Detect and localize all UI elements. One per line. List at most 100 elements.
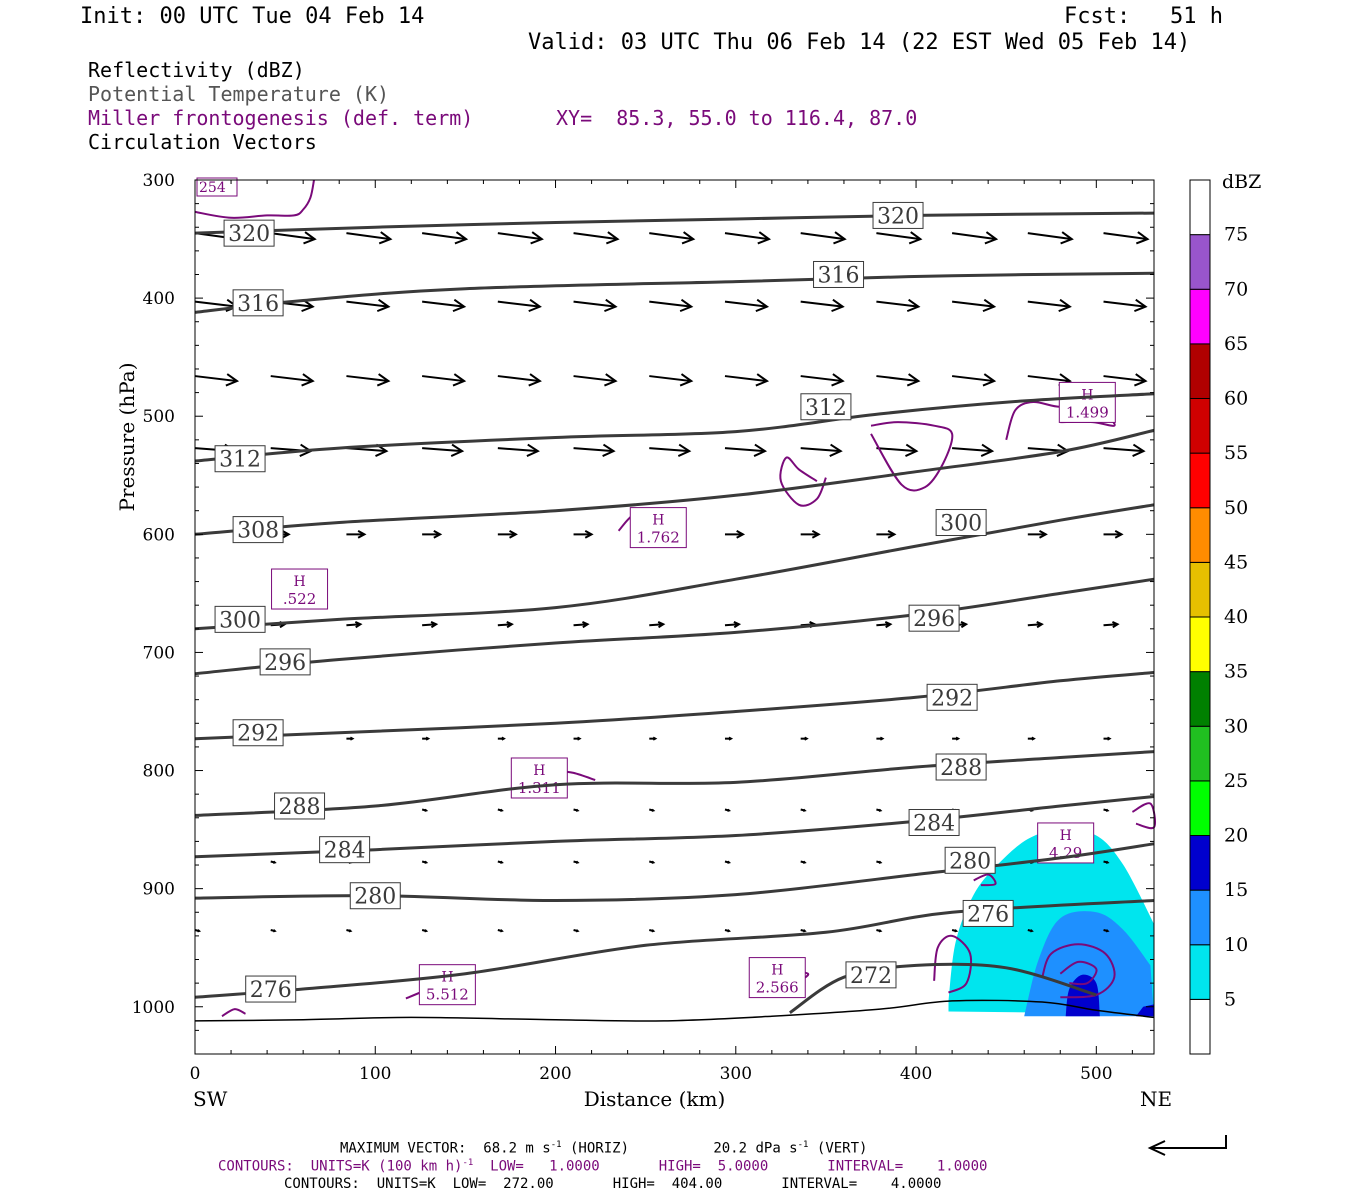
vector-head — [378, 231, 393, 245]
vector-arrow — [346, 298, 391, 313]
label-box — [935, 753, 987, 781]
vector-arrow — [346, 736, 355, 741]
vector-shaft — [270, 232, 315, 241]
vector-head — [878, 860, 883, 864]
vector-head — [727, 808, 731, 812]
vector-head — [736, 529, 746, 539]
y-tick-label: 300 — [143, 171, 175, 191]
label-box — [872, 201, 924, 229]
theta-label-text: 276 — [250, 978, 292, 1003]
max-vector-label: MAXIMUM VECTOR: 68.2 m s-1 (HORIZ) 20.2 … — [340, 1140, 868, 1157]
vector-arrow — [876, 231, 923, 245]
frontogenesis-max-label: H2.566 — [748, 957, 806, 999]
vector-arrow — [951, 929, 959, 933]
theta-label-text: 320 — [877, 204, 919, 229]
theta-label: 320 — [872, 201, 924, 229]
vector-arrow — [270, 860, 277, 864]
vector-arrow — [724, 860, 731, 864]
vector-head — [833, 231, 847, 245]
vector-shaft — [1103, 375, 1146, 383]
vector-head — [424, 808, 429, 812]
theta-label: 316 — [813, 260, 865, 288]
vector-arrow — [573, 860, 580, 864]
vector-head — [1036, 621, 1044, 629]
vector-arrow — [876, 808, 883, 812]
vector-arrow — [497, 529, 518, 539]
vector-head — [906, 373, 921, 387]
vector-head — [879, 736, 885, 741]
vector-arrow — [497, 298, 542, 313]
vector-head — [1039, 529, 1048, 539]
max-letter: H — [1081, 387, 1093, 403]
label-box — [1058, 381, 1116, 423]
vector-head — [1106, 736, 1112, 741]
legend-reflectivity: Reflectivity (dBZ) — [88, 58, 305, 82]
circulation-vectors — [194, 231, 1150, 933]
theta-label-text: 280 — [949, 849, 991, 874]
colorbar-segment — [1189, 179, 1211, 236]
colorbar-level-label: 10 — [1224, 934, 1248, 956]
vector-arrow — [724, 529, 746, 539]
label-box — [271, 568, 329, 610]
vector-head — [425, 736, 431, 741]
vector-head — [602, 443, 616, 457]
label-box — [349, 882, 401, 910]
vector-shaft — [876, 447, 917, 453]
vector-shaft — [724, 623, 740, 627]
vector-head — [272, 860, 277, 864]
vector-head — [526, 443, 540, 457]
vector-head — [955, 736, 961, 741]
vector-shaft — [951, 375, 995, 383]
theta-label: 296 — [259, 648, 311, 676]
x-tick-label: 300 — [720, 1064, 752, 1084]
theta-label-text: 316 — [237, 292, 279, 317]
vector-shaft — [1103, 447, 1144, 453]
vector-head — [499, 808, 504, 812]
vector-head — [804, 736, 809, 741]
theta-label-text: 284 — [324, 839, 366, 864]
vector-head — [727, 860, 731, 864]
vector-head — [884, 621, 893, 629]
vector-shaft — [1027, 375, 1070, 383]
vector-arrow — [649, 373, 694, 387]
theta-label-text: 300 — [940, 512, 982, 537]
theta-label-text: 276 — [967, 902, 1009, 927]
vector-shaft — [194, 375, 238, 383]
vector-arrow — [800, 443, 843, 457]
theta-label: 280 — [944, 846, 996, 874]
vector-arrow — [346, 231, 393, 245]
vector-head — [605, 231, 620, 245]
theta-label-text: 284 — [913, 812, 955, 837]
plot-frame — [194, 179, 1155, 1055]
theta-label-text: 292 — [237, 722, 279, 747]
theta-label: 308 — [232, 516, 284, 544]
frontogenesis-contour — [194, 179, 315, 219]
vector-head — [452, 373, 467, 387]
vector-head — [301, 373, 315, 387]
vector-head — [1135, 231, 1150, 245]
vector-shaft — [422, 300, 465, 308]
vector-arrow — [876, 860, 883, 864]
theta-label-text: 292 — [931, 686, 973, 711]
x-tick-label: 0 — [190, 1064, 201, 1084]
label-box — [232, 289, 284, 317]
theta-contour-320 — [194, 211, 1155, 235]
vector-arrow — [649, 929, 656, 933]
vector-arrow — [724, 373, 770, 387]
colorbar-level-label: 25 — [1224, 770, 1248, 792]
vector-head — [506, 621, 514, 629]
vector-head — [433, 529, 443, 539]
theta-label-text: 300 — [219, 608, 261, 633]
x-tick-label: 100 — [359, 1064, 391, 1084]
vector-head — [1134, 298, 1148, 313]
label-box — [748, 957, 806, 999]
vector-head — [980, 443, 995, 457]
vector-head — [430, 621, 439, 629]
vector-head — [755, 298, 770, 313]
theta-label: 284 — [319, 836, 371, 864]
vector-shaft — [497, 232, 542, 241]
label-box — [926, 683, 978, 711]
vector-head — [225, 373, 240, 387]
vector-arrow — [422, 298, 467, 313]
vector-head — [354, 621, 363, 629]
